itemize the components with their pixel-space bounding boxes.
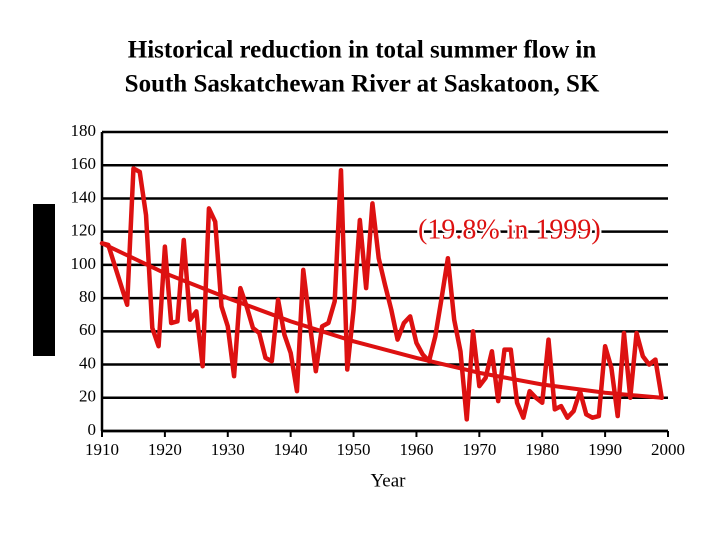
x-tick-label: 1990 bbox=[588, 440, 622, 459]
y-tick-label: 60 bbox=[79, 320, 96, 339]
x-tick-label: 2000 bbox=[651, 440, 685, 459]
x-tick-label: 1970 bbox=[462, 440, 496, 459]
x-axis-label: Year bbox=[370, 470, 406, 491]
data-line bbox=[99, 166, 664, 422]
x-tick-label: 1960 bbox=[399, 440, 433, 459]
x-tick-label: 1980 bbox=[525, 440, 559, 459]
x-tick-label: 1910 bbox=[85, 440, 119, 459]
y-tick-label: 100 bbox=[71, 254, 97, 273]
x-tick-label: 1950 bbox=[337, 440, 371, 459]
x-tick-label: 1920 bbox=[148, 440, 182, 459]
y-axis-label-box bbox=[33, 204, 55, 356]
chart-title: South Saskatchewan River at Saskatoon, S… bbox=[125, 71, 600, 98]
y-tick-label: 80 bbox=[79, 287, 96, 306]
y-tick-label: 160 bbox=[71, 154, 97, 173]
y-tick-label: 180 bbox=[71, 121, 97, 140]
y-tick-label: 40 bbox=[79, 353, 96, 372]
annotation: (19.8% in 1999) bbox=[418, 214, 601, 245]
y-tick-label: 0 bbox=[88, 420, 97, 439]
x-tick-label: 1930 bbox=[211, 440, 245, 459]
y-tick-label: 140 bbox=[71, 187, 97, 206]
trend-line bbox=[100, 241, 664, 400]
chart-title: Historical reduction in total summer flo… bbox=[128, 37, 597, 64]
y-tick-label: 120 bbox=[71, 221, 97, 240]
x-tick-label: 1940 bbox=[274, 440, 308, 459]
y-tick-label: 20 bbox=[79, 387, 96, 406]
